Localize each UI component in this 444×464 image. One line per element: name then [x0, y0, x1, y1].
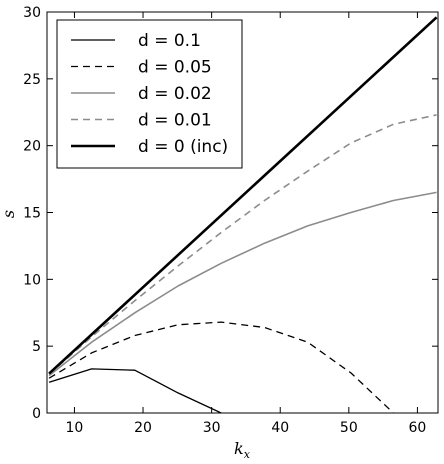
y-tick-label-3: 15 — [23, 206, 41, 222]
x-tick-label-5: 60 — [409, 420, 427, 436]
x-axis-label: kx — [234, 439, 251, 461]
x-tick-label-1: 20 — [134, 420, 152, 436]
series-line-0 — [48, 368, 222, 413]
legend-label-3: d = 0.01 — [138, 111, 212, 131]
legend: d = 0.1 d = 0.05 d = 0.02 d = 0.01 d = 0 (in… — [56, 19, 243, 169]
series-line-3 — [48, 114, 437, 375]
series-layer — [48, 16, 438, 413]
y-tick-label-4: 20 — [23, 139, 41, 155]
y-tick-label-1: 5 — [32, 339, 41, 355]
series-line-4 — [48, 16, 438, 375]
legend-box — [56, 19, 243, 169]
x-axis-label-main: k — [234, 439, 244, 458]
y-tick-label-6: 30 — [23, 5, 41, 21]
y-axis-label: s — [0, 210, 18, 218]
y-tick-label-2: 10 — [23, 272, 41, 288]
x-tick-label-4: 50 — [340, 420, 358, 436]
x-tick-label-0: 10 — [66, 420, 84, 436]
legend-label-1: d = 0.05 — [138, 58, 212, 78]
legend-label-4: d = 0 (inc) — [138, 137, 228, 157]
legend-label-2: d = 0.02 — [138, 84, 212, 104]
y-tick-label-0: 0 — [32, 406, 41, 422]
y-tick-label-5: 25 — [23, 72, 41, 88]
series-line-2 — [48, 191, 437, 377]
x-tick-label-2: 30 — [203, 420, 221, 436]
legend-label-0: d = 0.1 — [138, 31, 201, 51]
x-tick-label-3: 40 — [271, 420, 289, 436]
series-line-1 — [48, 321, 394, 413]
x-axis-label-sub: x — [244, 448, 251, 461]
ticks-layer: 10 20 30 40 50 60 0 5 10 15 20 25 30 — [23, 5, 438, 436]
